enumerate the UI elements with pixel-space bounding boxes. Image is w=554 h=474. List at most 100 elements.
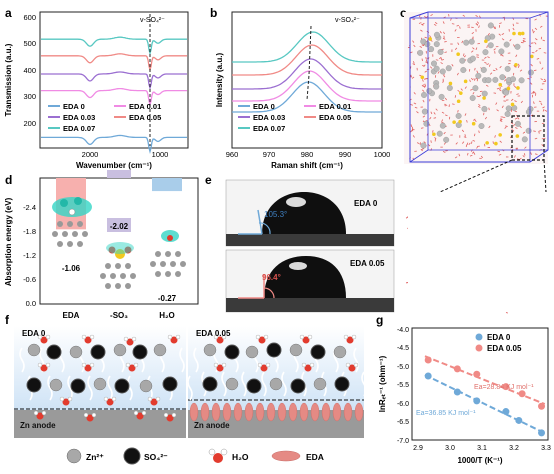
zn-ion	[438, 93, 445, 100]
water-molecule	[421, 84, 425, 86]
water-molecule	[410, 104, 414, 106]
data-point	[502, 383, 510, 391]
water-hydrogen	[155, 396, 161, 402]
water-molecule	[420, 29, 423, 32]
data-point	[518, 390, 526, 398]
anode-label-left: Zn anode	[20, 421, 56, 430]
water-molecule	[530, 64, 533, 67]
zn-ion	[289, 343, 303, 357]
so4-ion	[114, 378, 130, 394]
sulfur-atom	[459, 91, 463, 95]
zn-ion	[481, 90, 488, 97]
water-molecule	[516, 93, 519, 95]
legend-label: EDA 0.03	[63, 113, 95, 122]
water-molecule	[509, 38, 512, 42]
water-molecule	[495, 67, 498, 71]
water-molecule	[456, 24, 460, 27]
water-hydrogen	[265, 362, 271, 368]
water-molecule	[496, 109, 499, 112]
water-molecule	[505, 125, 508, 127]
water-molecule	[486, 63, 490, 66]
zn-ion	[459, 57, 466, 64]
water-molecule	[411, 126, 414, 130]
g-xtick: 3.0	[445, 445, 455, 452]
water-molecule	[540, 36, 543, 40]
water-molecule	[444, 41, 447, 43]
solvent-chain	[193, 347, 199, 373]
sulfur-atom	[484, 39, 488, 44]
water-molecule	[419, 142, 422, 145]
water-oxygen	[346, 336, 354, 344]
water-molecule	[494, 26, 496, 30]
water-molecule	[476, 56, 479, 58]
water-molecule	[454, 156, 458, 159]
water-legend-icon	[208, 448, 228, 463]
zn-ion	[417, 49, 424, 56]
water-molecule	[489, 72, 493, 75]
water-molecule	[461, 129, 465, 133]
data-point	[424, 356, 432, 364]
water-oxygen	[106, 398, 114, 406]
water-molecule	[497, 150, 501, 153]
zn-ion	[468, 38, 475, 45]
data-point	[473, 370, 481, 378]
a-ytick: 500	[23, 39, 36, 48]
water-molecule	[542, 106, 545, 109]
water-molecule	[532, 29, 534, 32]
panel-b-legend: EDA 0 EDA 0.01 EDA 0.03 EDA 0.05 EDA 0.07	[238, 102, 351, 133]
so4-ion	[202, 376, 218, 392]
water-molecule	[471, 77, 474, 81]
sulfur-atom	[494, 141, 498, 146]
water-molecule	[434, 22, 438, 25]
md-cell-edge	[409, 149, 429, 163]
water-hydrogen	[353, 362, 359, 368]
water-molecule	[514, 100, 517, 103]
zn-ion	[139, 379, 153, 393]
water-hydrogen	[45, 334, 51, 340]
water-molecule	[421, 58, 423, 62]
water-molecule	[519, 125, 522, 129]
data-point	[502, 408, 510, 416]
water-oxygen	[136, 412, 144, 420]
water-molecule	[541, 144, 544, 147]
eda-molecule	[189, 402, 199, 422]
d-ytick: -1.8	[23, 227, 36, 236]
eda-molecule	[244, 402, 254, 422]
panel-b-frame	[231, 11, 383, 149]
water-molecule	[504, 126, 507, 129]
zn-ion	[487, 42, 494, 49]
water-molecule	[493, 48, 496, 51]
so4-ion	[246, 378, 262, 394]
panel-a-curves	[41, 36, 187, 154]
g-legend-eda0: EDA 0	[487, 333, 511, 342]
water-molecule	[542, 108, 545, 112]
so4-ion	[266, 342, 282, 358]
panel-b-raman-chart: v-SO₄²⁻ 960 970 980 990 1000 Raman shift…	[215, 11, 390, 170]
md-simulation-box	[407, 13, 549, 161]
zn-ion	[525, 127, 532, 134]
a-ytick: 400	[23, 66, 36, 75]
so4-ion	[334, 376, 350, 392]
raman-curve-line	[232, 44, 382, 76]
eda-molecule	[310, 402, 320, 422]
a-ylabel: Transmission (a.u.)	[4, 43, 13, 116]
sulfur-atom	[448, 81, 453, 86]
water-molecule	[457, 109, 459, 113]
water-molecule	[422, 79, 424, 82]
so4-ion	[70, 378, 86, 394]
zn-ion	[485, 77, 492, 84]
zn-ion-legend-icon	[66, 448, 82, 464]
water-molecule	[425, 59, 428, 62]
panel-label-a: a	[5, 6, 12, 20]
zn-ion	[492, 76, 499, 83]
sulfur-atom	[458, 119, 462, 124]
water-hydrogen	[133, 362, 139, 368]
water-molecule	[472, 36, 474, 40]
water-molecule	[499, 140, 502, 143]
water-molecule	[523, 40, 526, 43]
water-molecule	[541, 67, 544, 70]
water-molecule	[422, 22, 425, 25]
zn-ion	[424, 41, 431, 48]
water-molecule	[475, 15, 478, 17]
a-ytick: 300	[23, 92, 36, 101]
